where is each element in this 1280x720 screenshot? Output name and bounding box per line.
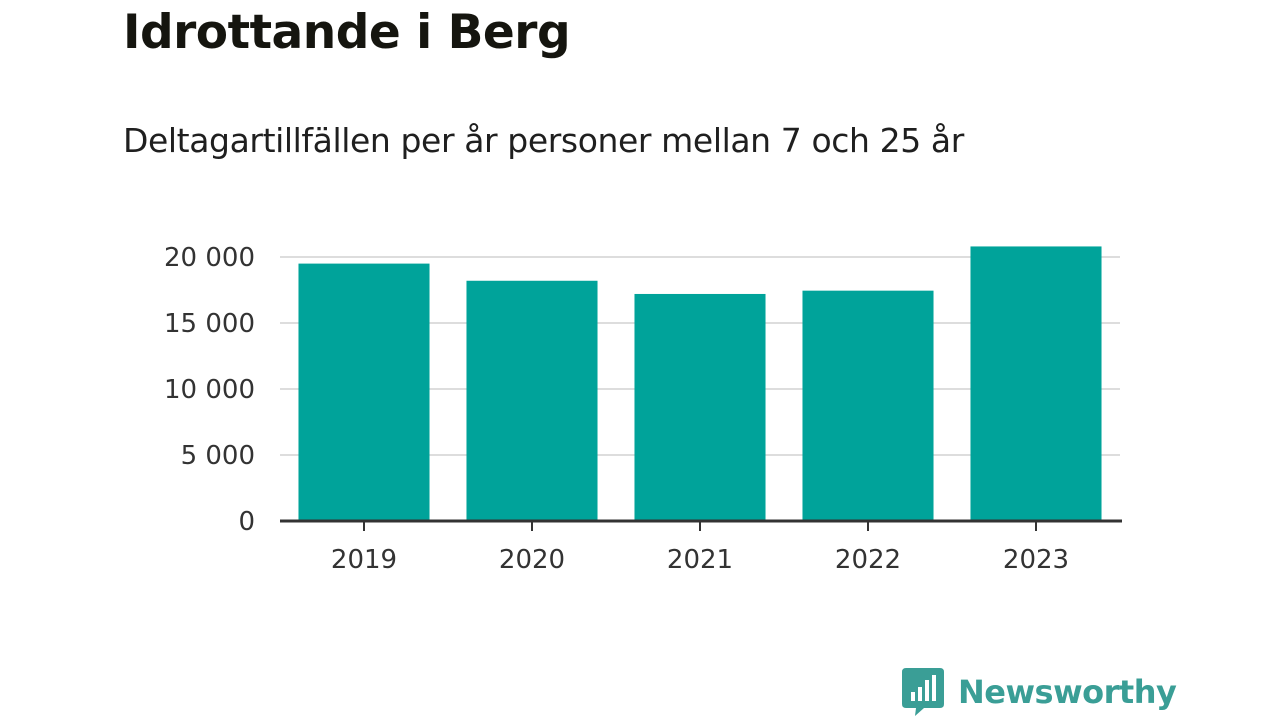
y-tick-label: 10 000: [164, 375, 255, 405]
y-tick-label: 15 000: [164, 309, 255, 339]
x-tick-label: 2019: [331, 545, 397, 575]
bars: [298, 246, 1102, 521]
bar: [298, 263, 430, 521]
bar-chart-speech-bubble-icon: [902, 668, 944, 716]
axes: 0 5 000 10 000 15 000 20 000 2019 2020 2021 2022…: [164, 243, 1122, 575]
y-tick-label: 0: [238, 507, 255, 537]
y-tick-label: 20 000: [164, 243, 255, 273]
y-tick-label: 5 000: [181, 441, 255, 471]
brand-name: Newsworthy: [958, 673, 1177, 711]
x-tick-label: 2023: [1003, 545, 1069, 575]
bar: [970, 246, 1102, 521]
bar: [466, 280, 598, 521]
bar: [802, 290, 934, 521]
x-tick-label: 2021: [667, 545, 733, 575]
chart-subtitle: Deltagartillfällen per år personer mella…: [123, 121, 964, 160]
newsworthy-logo: Newsworthy: [902, 668, 1177, 716]
x-tick-label: 2020: [499, 545, 565, 575]
chart-title: Idrottande i Berg: [123, 5, 571, 60]
bar: [634, 293, 766, 521]
x-tick-label: 2022: [835, 545, 901, 575]
